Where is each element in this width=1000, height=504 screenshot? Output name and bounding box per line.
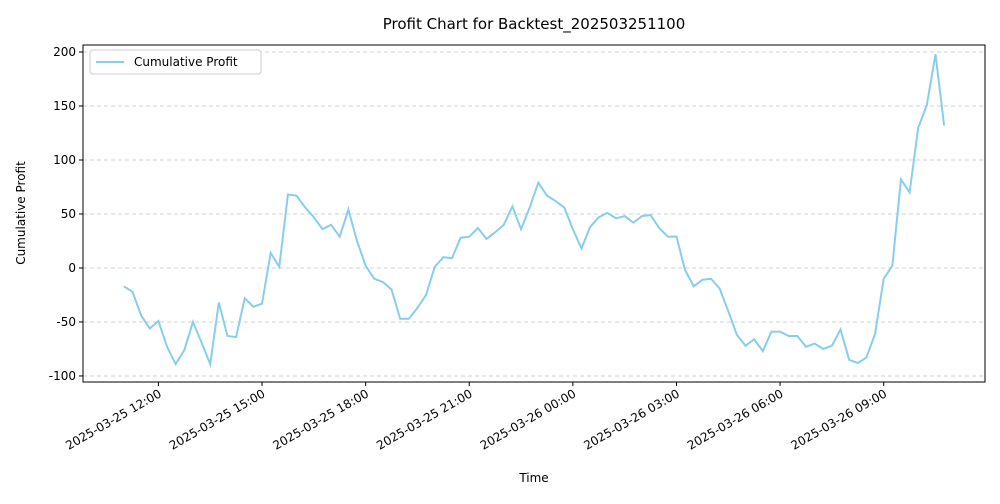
x-tick-label: 2025-03-26 06:00 [685,386,786,452]
legend-box [89,49,262,75]
y-tick-label: -50 [56,315,76,329]
y-axis-label: Cumulative Profit [14,161,28,265]
y-tick-label: 150 [53,99,76,113]
y-tick-label: 0 [68,261,76,275]
plot-frame [82,44,986,383]
y-tick-label: 100 [53,153,76,167]
x-tick-label: 2025-03-25 12:00 [63,386,164,452]
y-tick-label: 200 [53,45,76,59]
y-tick-label: 50 [61,207,76,221]
chart-title: Profit Chart for Backtest_202503251100 [383,15,686,34]
line [123,54,946,368]
x-tick-label: 2025-03-25 21:00 [374,386,475,452]
x-tick-label: 2025-03-26 09:00 [789,386,890,452]
y-tick-label: -100 [49,369,76,383]
x-axis-label: Time [518,471,548,485]
x-tick-label: 2025-03-25 18:00 [270,386,371,452]
x-tick-label: 2025-03-26 03:00 [581,386,682,452]
legend-label: Cumulative Profit [134,55,238,69]
x-tick-label: 2025-03-25 15:00 [167,386,268,452]
x-tick-label: 2025-03-26 00:00 [478,386,579,452]
